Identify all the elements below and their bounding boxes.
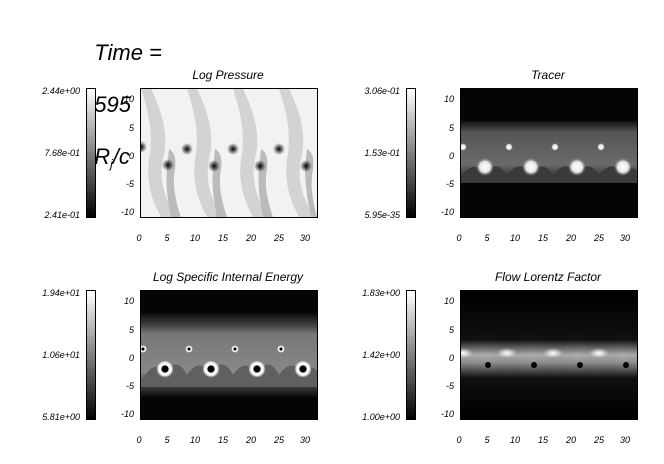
y-tick: -10 xyxy=(120,207,134,217)
colorbar-log-pressure xyxy=(86,88,96,218)
x-tick: 10 xyxy=(189,435,200,445)
y-tick: 5 xyxy=(448,325,454,335)
y-tick: 5 xyxy=(448,123,454,133)
colorbar-max-log-specific-internal-energy: 1.94e+01 xyxy=(42,288,80,298)
colorbar-max-tracer: 3.06e-01 xyxy=(364,86,400,96)
x-tick: 20 xyxy=(565,435,576,445)
x-tick: 25 xyxy=(273,233,284,243)
plot-tracer xyxy=(460,88,638,218)
x-tick: 0 xyxy=(456,233,462,243)
y-tick: 5 xyxy=(128,123,134,133)
colorbar-mid-flow-lorentz-factor: 1.42e+00 xyxy=(362,350,400,360)
panel-title-log-pressure: Log Pressure xyxy=(192,68,264,82)
y-tick: -10 xyxy=(440,207,454,217)
time-label: Time = xyxy=(94,40,162,65)
y-tick: -5 xyxy=(125,381,134,391)
x-tick: 10 xyxy=(509,435,520,445)
y-tick: -5 xyxy=(125,179,134,189)
colorbar-min-tracer: 5.95e-35 xyxy=(364,210,400,220)
y-tick: 10 xyxy=(443,296,454,306)
panel-title-flow-lorentz-factor: Flow Lorentz Factor xyxy=(494,270,602,284)
y-tick: 0 xyxy=(448,353,454,363)
x-tick: 10 xyxy=(509,233,520,243)
x-tick: 30 xyxy=(299,233,310,243)
y-tick: 10 xyxy=(443,94,454,104)
y-tick: 5 xyxy=(128,325,134,335)
y-tick: -10 xyxy=(440,409,454,419)
x-tick: 0 xyxy=(136,435,142,445)
colorbar-max-flow-lorentz-factor: 1.83e+00 xyxy=(362,288,400,298)
colorbar-log-specific-internal-energy xyxy=(86,290,96,420)
colorbar-max-log-pressure: 2.44e+00 xyxy=(42,86,80,96)
plot-log-pressure xyxy=(140,88,318,218)
x-tick: 20 xyxy=(245,233,256,243)
figure-title: Time = 595 Rj/c xyxy=(82,14,162,171)
time-unit: Rj/c xyxy=(94,144,130,171)
panel-title-tracer: Tracer xyxy=(531,68,565,82)
x-tick: 5 xyxy=(164,233,170,243)
x-tick: 25 xyxy=(593,435,604,445)
colorbar-mid-tracer: 1.53e-01 xyxy=(364,148,400,158)
x-tick: 25 xyxy=(593,233,604,243)
y-tick: -5 xyxy=(445,381,454,391)
x-tick: 0 xyxy=(456,435,462,445)
y-tick: -5 xyxy=(445,179,454,189)
x-tick: 15 xyxy=(217,233,228,243)
y-tick: 0 xyxy=(448,151,454,161)
panel-title-log-specific-internal-energy: Log Specific Internal Energy xyxy=(152,270,304,284)
x-tick: 20 xyxy=(245,435,256,445)
x-tick: 5 xyxy=(484,233,490,243)
x-tick: 30 xyxy=(299,435,310,445)
x-tick: 30 xyxy=(619,435,630,445)
y-tick: 10 xyxy=(123,94,134,104)
y-tick: 0 xyxy=(128,151,134,161)
y-tick: 0 xyxy=(128,353,134,363)
colorbar-min-log-pressure: 2.41e-01 xyxy=(44,210,80,220)
x-tick: 15 xyxy=(217,435,228,445)
y-tick: -10 xyxy=(120,409,134,419)
x-tick: 30 xyxy=(619,233,630,243)
colorbar-min-log-specific-internal-energy: 5.81e+00 xyxy=(42,412,80,422)
plot-flow-lorentz-factor xyxy=(460,290,638,420)
x-tick: 15 xyxy=(537,435,548,445)
plot-log-specific-internal-energy xyxy=(140,290,318,420)
colorbar-mid-log-pressure: 7.68e-01 xyxy=(44,148,80,158)
x-tick: 25 xyxy=(273,435,284,445)
x-tick: 5 xyxy=(164,435,170,445)
y-tick: 10 xyxy=(123,296,134,306)
colorbar-min-flow-lorentz-factor: 1.00e+00 xyxy=(362,412,400,422)
colorbar-tracer xyxy=(406,88,416,218)
colorbar-flow-lorentz-factor xyxy=(406,290,416,420)
colorbar-mid-log-specific-internal-energy: 1.06e+01 xyxy=(42,350,80,360)
x-tick: 20 xyxy=(565,233,576,243)
x-tick: 10 xyxy=(189,233,200,243)
x-tick: 15 xyxy=(537,233,548,243)
time-value: 595 xyxy=(94,92,131,117)
x-tick: 0 xyxy=(136,233,142,243)
x-tick: 5 xyxy=(484,435,490,445)
